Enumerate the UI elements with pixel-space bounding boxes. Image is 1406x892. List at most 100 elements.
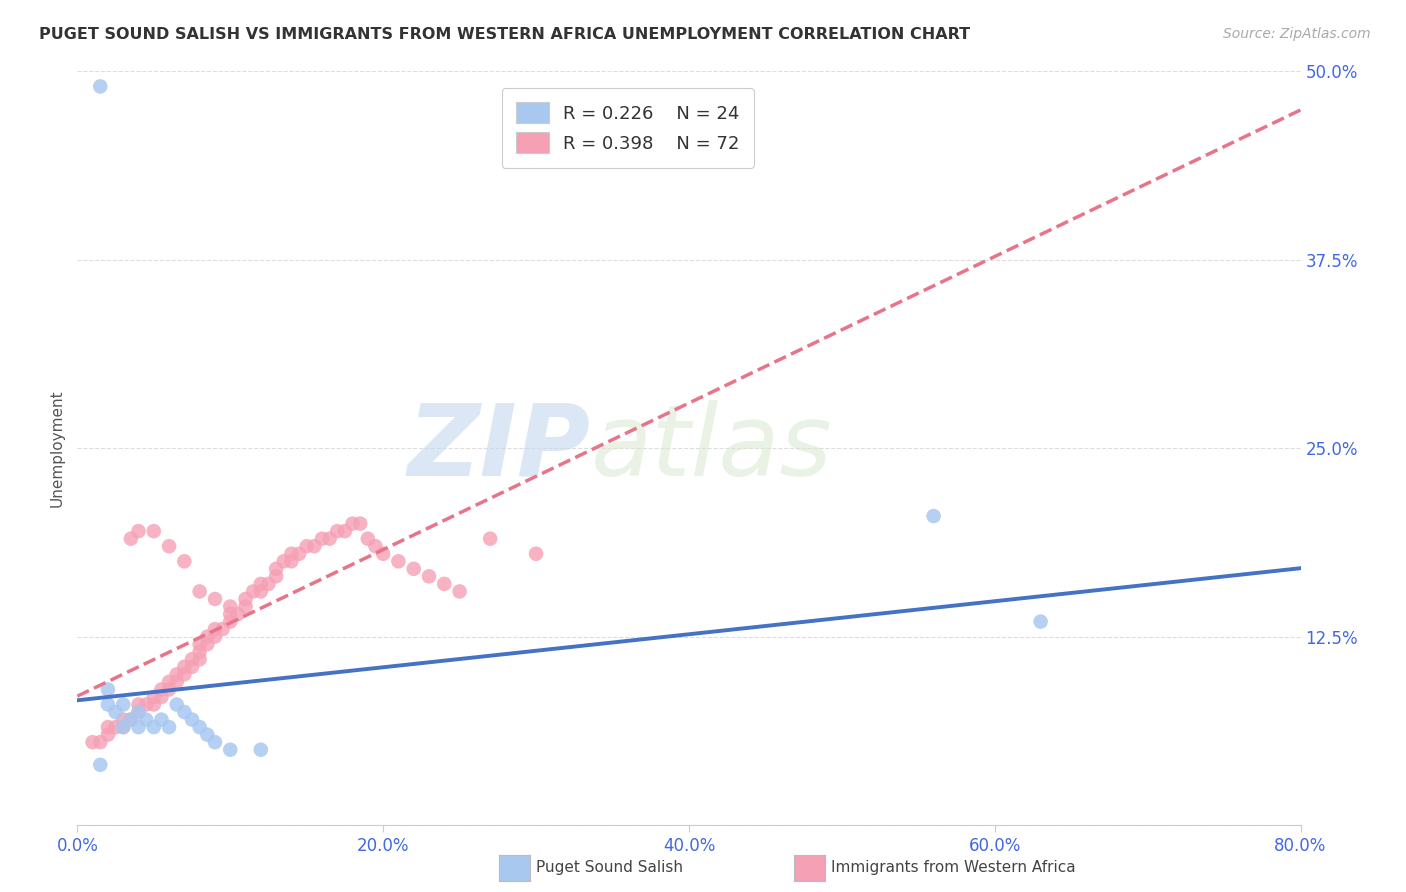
Point xyxy=(82,735,104,749)
Point xyxy=(89,735,111,749)
Point xyxy=(104,705,127,719)
Text: ZIP: ZIP xyxy=(408,400,591,497)
Point xyxy=(433,577,456,591)
Point xyxy=(922,509,945,524)
Point xyxy=(97,728,120,742)
Point xyxy=(242,584,264,599)
Point xyxy=(195,728,218,742)
Point xyxy=(142,698,165,712)
Text: Puget Sound Salish: Puget Sound Salish xyxy=(536,861,683,875)
Point xyxy=(418,569,440,583)
Point xyxy=(326,524,349,538)
Point xyxy=(127,705,149,719)
Point xyxy=(166,674,188,689)
Point xyxy=(250,577,273,591)
Point xyxy=(97,720,120,734)
Point xyxy=(349,516,371,531)
Point xyxy=(120,713,142,727)
Point xyxy=(150,713,173,727)
Point xyxy=(173,705,195,719)
Point xyxy=(188,652,211,666)
Point xyxy=(311,532,333,546)
Point xyxy=(280,554,302,568)
Point xyxy=(204,630,226,644)
Point xyxy=(150,682,173,697)
Point xyxy=(142,524,165,538)
Point xyxy=(371,547,394,561)
Point xyxy=(173,667,195,681)
Text: Source: ZipAtlas.com: Source: ZipAtlas.com xyxy=(1223,27,1371,41)
Point xyxy=(120,713,142,727)
Point xyxy=(264,562,287,576)
Point xyxy=(219,599,242,614)
Point xyxy=(173,660,195,674)
Point xyxy=(1029,615,1052,629)
Point xyxy=(479,532,502,546)
Point xyxy=(120,532,142,546)
Point xyxy=(112,713,135,727)
Point xyxy=(97,698,120,712)
Point xyxy=(104,720,127,734)
Point xyxy=(166,698,188,712)
Point xyxy=(449,584,471,599)
Point xyxy=(157,720,180,734)
Point xyxy=(173,554,195,568)
Point xyxy=(257,577,280,591)
Point xyxy=(112,720,135,734)
Point xyxy=(333,524,356,538)
Text: atlas: atlas xyxy=(591,400,832,497)
Point xyxy=(219,615,242,629)
Point xyxy=(295,539,318,553)
Point xyxy=(204,622,226,636)
Legend: R = 0.226    N = 24, R = 0.398    N = 72: R = 0.226 N = 24, R = 0.398 N = 72 xyxy=(502,88,754,168)
Point xyxy=(226,607,249,621)
Point xyxy=(89,79,111,94)
Point xyxy=(135,698,157,712)
Point xyxy=(127,705,149,719)
Point xyxy=(127,524,149,538)
Point xyxy=(166,667,188,681)
Point xyxy=(127,698,149,712)
Point xyxy=(204,735,226,749)
Point xyxy=(318,532,340,546)
Point xyxy=(127,720,149,734)
Point xyxy=(235,599,257,614)
Point xyxy=(112,698,135,712)
Text: PUGET SOUND SALISH VS IMMIGRANTS FROM WESTERN AFRICA UNEMPLOYMENT CORRELATION CH: PUGET SOUND SALISH VS IMMIGRANTS FROM WE… xyxy=(39,27,970,42)
Point xyxy=(195,637,218,651)
Point xyxy=(157,674,180,689)
Point xyxy=(188,637,211,651)
Point xyxy=(112,720,135,734)
Point xyxy=(157,682,180,697)
Point xyxy=(188,720,211,734)
Point xyxy=(280,547,302,561)
Point xyxy=(235,592,257,607)
Point xyxy=(264,569,287,583)
Point xyxy=(357,532,380,546)
Point xyxy=(135,713,157,727)
Point xyxy=(288,547,311,561)
Point xyxy=(211,622,233,636)
Point xyxy=(188,645,211,659)
Point xyxy=(150,690,173,704)
Point xyxy=(204,592,226,607)
Point xyxy=(402,562,425,576)
Point xyxy=(250,742,273,756)
Point xyxy=(157,539,180,553)
Point xyxy=(387,554,409,568)
Point xyxy=(219,607,242,621)
Point xyxy=(524,547,547,561)
Y-axis label: Unemployment: Unemployment xyxy=(49,390,65,507)
Point xyxy=(181,652,204,666)
Point xyxy=(142,720,165,734)
Point xyxy=(273,554,295,568)
Point xyxy=(304,539,326,553)
Point xyxy=(188,584,211,599)
Point xyxy=(364,539,387,553)
Text: Immigrants from Western Africa: Immigrants from Western Africa xyxy=(831,861,1076,875)
Point xyxy=(219,742,242,756)
Point xyxy=(195,630,218,644)
Point xyxy=(142,690,165,704)
Point xyxy=(250,584,273,599)
Point xyxy=(89,757,111,772)
